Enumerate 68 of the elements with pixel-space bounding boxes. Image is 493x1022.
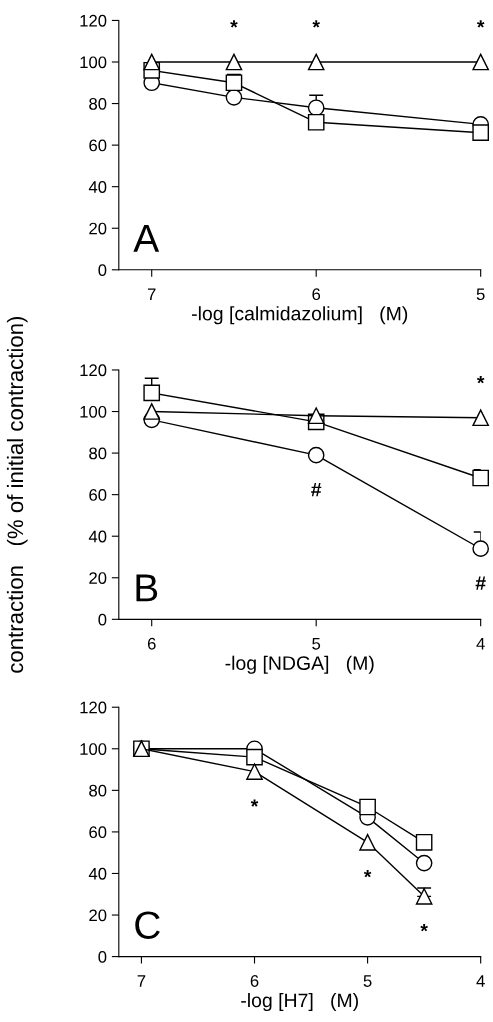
point: [246, 763, 263, 780]
y-tick-label: 60: [89, 826, 107, 839]
point: [359, 833, 376, 851]
point: [359, 798, 376, 816]
x-tick-label: 6: [147, 637, 156, 650]
annotation: A: [133, 225, 160, 252]
point: [307, 113, 325, 131]
x-axis-title: -log [NDGA] (M): [225, 655, 374, 674]
point: [472, 124, 490, 141]
point: [225, 53, 243, 71]
y-tick-label: 100: [80, 405, 107, 418]
x-tick-label: 5: [476, 288, 485, 301]
y-tick-label: 0: [98, 264, 107, 277]
point: [143, 53, 161, 71]
point: [143, 384, 161, 402]
x-tick-label: 4: [476, 638, 485, 650]
y-tick-label: 20: [89, 222, 107, 235]
x-tick-label: 7: [137, 975, 146, 987]
annotation: *: [250, 799, 259, 807]
y-tick-label: 80: [89, 784, 107, 797]
y-tick-label: 120: [80, 701, 107, 714]
point: [472, 409, 490, 427]
y-tick-label: 80: [89, 97, 107, 110]
annotation: #: [311, 483, 322, 497]
y-tick-label: 80: [89, 447, 107, 460]
annotation: #: [475, 576, 486, 590]
y-tick-label: 40: [88, 181, 107, 193]
x-tick-label: 5: [312, 638, 321, 650]
x-tick-label: 6: [250, 975, 259, 987]
annotation: C: [135, 911, 160, 939]
x-tick-label: 7: [147, 288, 156, 300]
annotation: *: [476, 20, 485, 28]
annotation: *: [420, 924, 428, 932]
x-tick-label: 4: [476, 975, 485, 987]
y-tick-label: 60: [89, 489, 107, 501]
y-tick-label: 0: [98, 613, 107, 626]
y-tick-label: 0: [98, 950, 107, 963]
annotation: *: [363, 870, 372, 878]
y-tick-label: 20: [89, 909, 107, 922]
y-tick-label: 40: [88, 867, 107, 880]
point: [415, 854, 433, 872]
y-tick-label: 20: [89, 572, 107, 584]
y-tick-label: 40: [88, 530, 107, 543]
y-tick-label: 120: [80, 14, 107, 27]
point: [307, 53, 325, 71]
point: [472, 469, 490, 487]
annotation: *: [312, 20, 320, 28]
point: [472, 540, 490, 558]
y-tick-label: 60: [89, 139, 107, 152]
y-tick-label: 100: [80, 56, 107, 69]
point: [415, 887, 433, 905]
point: [246, 748, 263, 766]
point: [143, 403, 161, 420]
point: [225, 74, 243, 92]
annotation: *: [230, 20, 238, 28]
annotation: B: [136, 574, 158, 602]
point: [307, 446, 325, 464]
point: [415, 833, 433, 851]
y-tick-label: 100: [80, 743, 107, 755]
x-axis-title: -log [calmidazolium] (M): [192, 306, 408, 325]
point: [472, 53, 490, 71]
y-tick-label: 120: [80, 364, 107, 377]
annotation: *: [476, 376, 485, 384]
point: [307, 407, 325, 425]
x-axis-title: -log [H7] (M): [241, 992, 358, 1012]
x-tick-label: 6: [312, 288, 321, 301]
x-tick-label: 5: [363, 975, 372, 987]
y-axis-title: contraction (% of initial contraction): [6, 316, 28, 673]
